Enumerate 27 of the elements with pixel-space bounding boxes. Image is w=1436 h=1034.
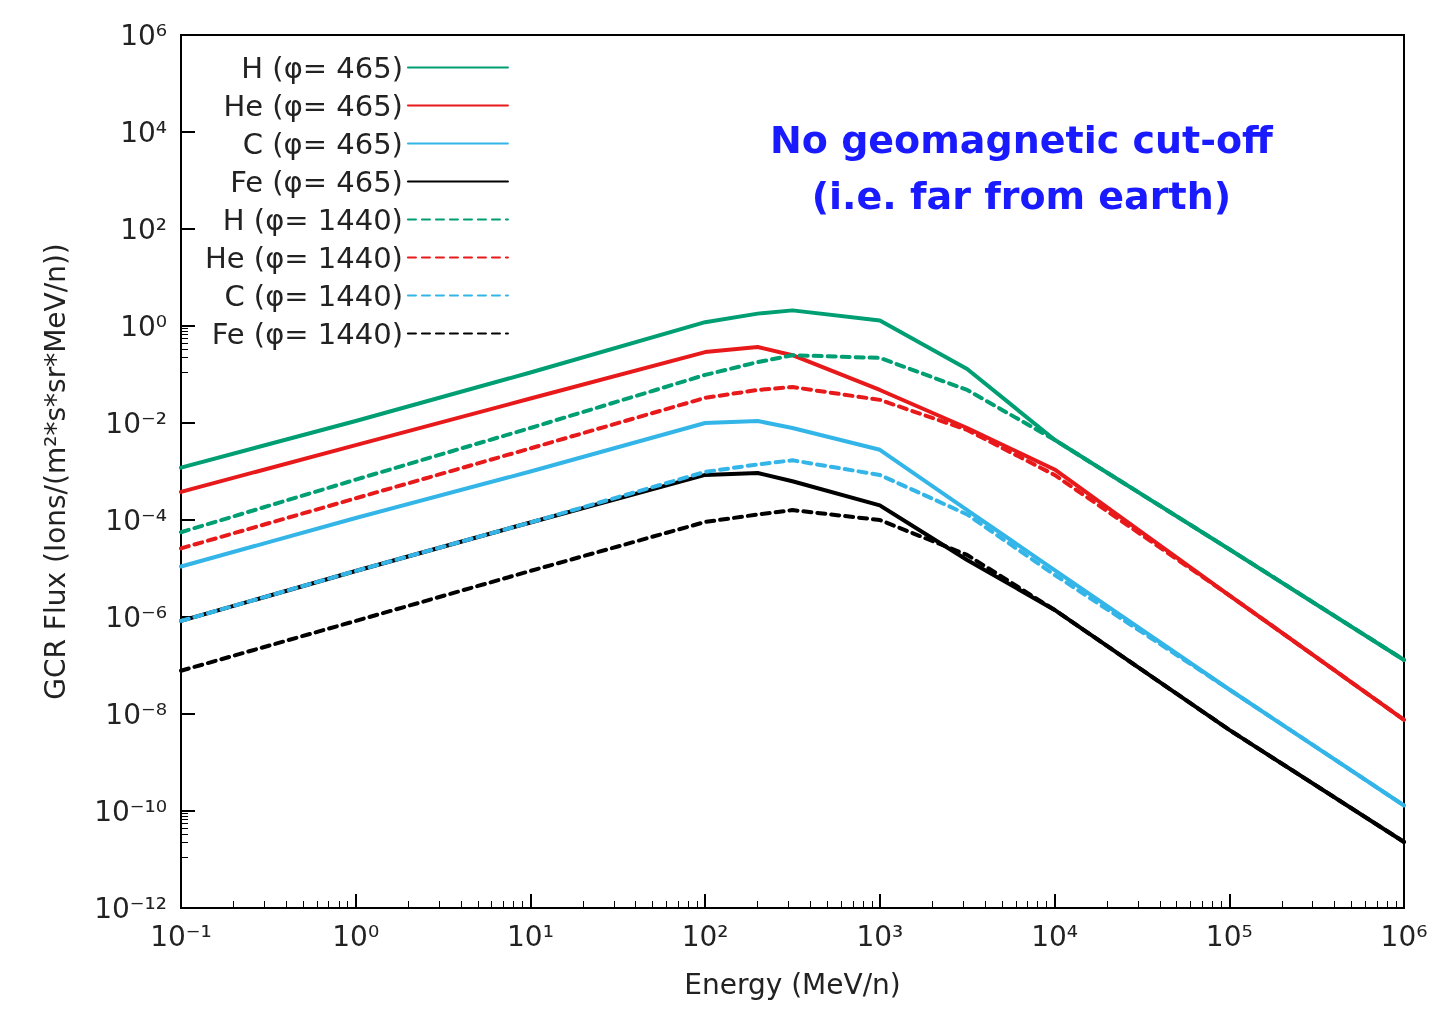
legend-label: H (φ= 1440) bbox=[222, 202, 403, 237]
y-tick-label: 10⁻⁸ bbox=[105, 697, 167, 731]
y-tick-label: 10⁻¹⁰ bbox=[94, 794, 167, 828]
y-tick-label: 10⁻² bbox=[105, 406, 167, 440]
y-tick-label: 10⁶ bbox=[120, 18, 167, 52]
x-tick-label: 10⁶ bbox=[1380, 919, 1428, 953]
y-axis-title: GCR Flux (Ions/(m²*s*sr*MeV/n)) bbox=[38, 243, 72, 700]
y-tick-label: 10⁰ bbox=[120, 309, 167, 343]
x-axis-title: Energy (MeV/n) bbox=[684, 967, 901, 1001]
x-tick-label: 10⁵ bbox=[1205, 919, 1253, 953]
legend-label: He (φ= 465) bbox=[223, 88, 403, 123]
x-tick-label: 10¹ bbox=[507, 919, 554, 953]
y-tick-label: 10⁴ bbox=[120, 115, 167, 149]
legend-label: Fe (φ= 465) bbox=[230, 164, 403, 199]
y-tick-label: 10⁻⁶ bbox=[105, 600, 167, 634]
x-tick-label: 10⁴ bbox=[1031, 919, 1078, 953]
annotation: No geomagnetic cut-off (i.e. far from earth) bbox=[769, 118, 1275, 218]
y-tick-label: 10² bbox=[120, 212, 167, 246]
y-tick-label: 10⁻⁴ bbox=[105, 503, 167, 537]
x-tick-label: 10² bbox=[681, 919, 729, 953]
legend-label: He (φ= 1440) bbox=[204, 240, 403, 275]
legend-label: Fe (φ= 1440) bbox=[211, 316, 403, 351]
x-tick-label: 10³ bbox=[856, 919, 904, 953]
legend-label: C (φ= 1440) bbox=[224, 278, 403, 313]
legend-label: C (φ= 465) bbox=[242, 126, 403, 161]
legend-label: H (φ= 465) bbox=[241, 50, 403, 85]
x-tick-label: 10⁰ bbox=[332, 919, 380, 953]
